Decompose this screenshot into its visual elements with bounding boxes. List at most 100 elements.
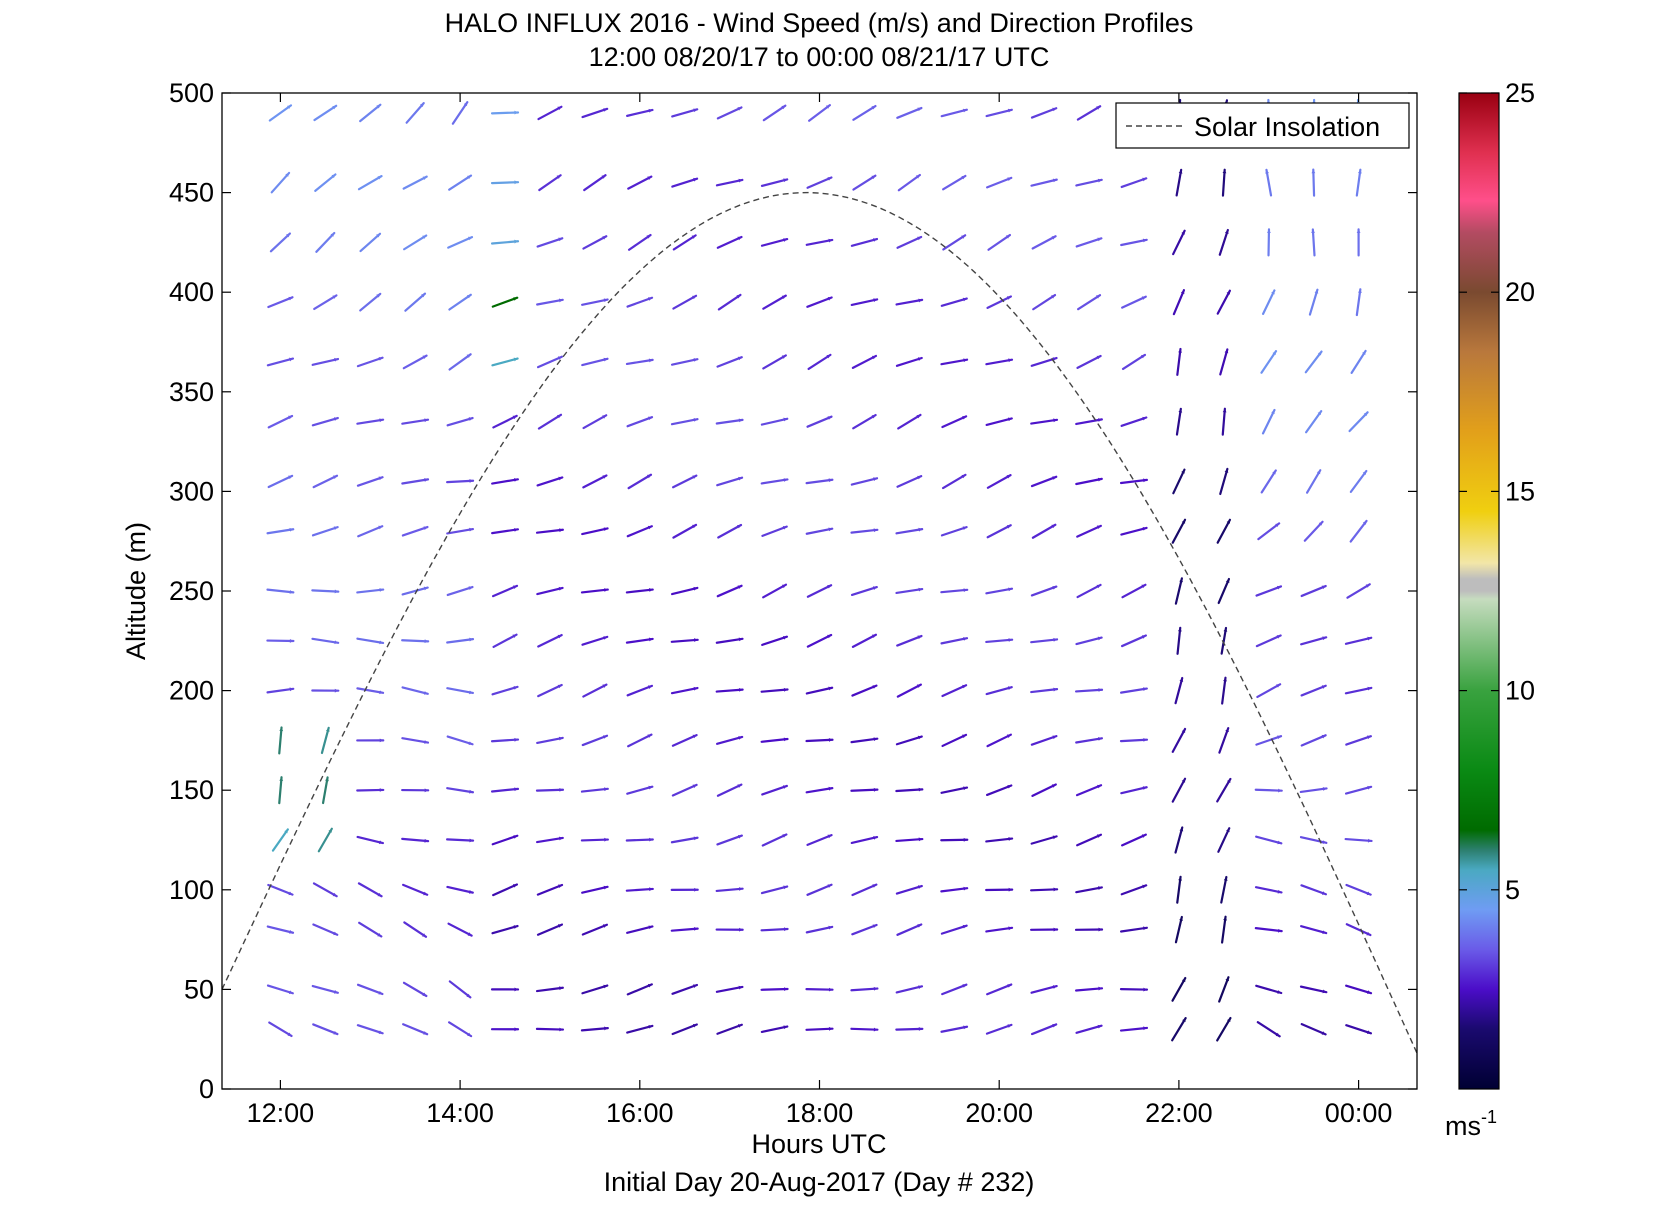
wind-vector bbox=[490, 987, 520, 992]
wind-vector bbox=[627, 473, 653, 490]
wind-vector bbox=[312, 1023, 339, 1036]
wind-vector bbox=[581, 527, 609, 536]
wind-vector bbox=[1176, 347, 1182, 376]
wind-vector bbox=[1300, 1023, 1327, 1036]
wind-vector bbox=[537, 413, 563, 430]
wind-vector bbox=[492, 633, 518, 649]
x-tick-label: 14:00 bbox=[426, 1098, 494, 1128]
wind-vector bbox=[446, 416, 474, 427]
plot-area: 12:00 14:00 16:00 18:00 20:00 22:00 00:00 0 50 1… bbox=[169, 78, 1418, 1128]
wind-vector bbox=[1075, 418, 1103, 426]
wind-vector bbox=[1120, 416, 1148, 427]
wind-vector bbox=[1300, 925, 1328, 935]
wind-vector bbox=[580, 787, 609, 793]
wind-vector bbox=[491, 584, 519, 598]
wind-vector bbox=[670, 638, 699, 643]
wind-vector bbox=[1344, 636, 1373, 645]
wind-vector bbox=[401, 478, 430, 485]
wind-vector bbox=[850, 787, 879, 792]
wind-vector bbox=[1120, 634, 1147, 648]
wind-vector bbox=[266, 639, 295, 643]
wind-vector bbox=[761, 833, 788, 847]
colorbar-tick-label: 5 bbox=[1505, 875, 1520, 905]
wind-vector bbox=[1254, 927, 1283, 933]
wind-vector bbox=[806, 296, 833, 308]
wind-vector bbox=[1172, 229, 1186, 256]
wind-vector bbox=[491, 357, 519, 367]
wind-vector bbox=[625, 637, 654, 644]
wind-vector bbox=[1345, 1024, 1373, 1035]
wind-vector bbox=[268, 1021, 293, 1038]
wind-vector bbox=[716, 783, 743, 797]
wind-vector bbox=[536, 836, 564, 844]
wind-vector bbox=[580, 1026, 609, 1032]
wind-vector bbox=[895, 735, 923, 746]
wind-vector bbox=[942, 234, 967, 251]
wind-vector bbox=[626, 785, 654, 795]
wind-vector bbox=[1171, 518, 1187, 544]
wind-vector bbox=[940, 786, 969, 794]
wind-vector bbox=[1220, 875, 1228, 904]
wind-vector bbox=[356, 788, 385, 792]
wind-vector bbox=[760, 737, 789, 743]
wind-vector bbox=[311, 589, 340, 594]
wind-vector bbox=[356, 356, 384, 368]
wind-vector bbox=[851, 923, 878, 936]
wind-vector bbox=[491, 924, 519, 935]
wind-vector bbox=[356, 637, 385, 645]
wind-vector bbox=[1174, 915, 1183, 944]
wind-vector bbox=[278, 726, 284, 755]
wind-vector bbox=[314, 173, 337, 192]
colorbar-tick-label: 10 bbox=[1505, 676, 1535, 706]
wind-vector bbox=[1175, 168, 1183, 197]
wind-vector bbox=[805, 238, 834, 246]
wind-vector bbox=[716, 834, 743, 846]
wind-vector bbox=[762, 583, 788, 599]
wind-vector bbox=[1217, 577, 1231, 605]
wind-vector bbox=[536, 736, 564, 745]
wind-vector bbox=[581, 635, 609, 646]
y-axis-label: Altitude (m) bbox=[121, 522, 151, 660]
wind-vector bbox=[850, 528, 879, 534]
wind-vector bbox=[896, 683, 922, 698]
wind-vector bbox=[941, 473, 967, 490]
wind-vector bbox=[490, 737, 520, 743]
wind-vector bbox=[1305, 469, 1322, 494]
wind-vector bbox=[311, 688, 340, 693]
wind-vector bbox=[760, 237, 789, 247]
wind-vector bbox=[805, 925, 834, 934]
wind-vector bbox=[716, 356, 743, 368]
wind-vector bbox=[1120, 687, 1148, 694]
wind-vector bbox=[941, 415, 968, 429]
colorbar-unit: ms-1 bbox=[1445, 1107, 1497, 1141]
wind-vector bbox=[267, 414, 294, 429]
wind-vector bbox=[716, 476, 744, 487]
wind-vector bbox=[1255, 585, 1283, 597]
wind-vector bbox=[1176, 875, 1182, 904]
colorbar-ticks: 5 10 15 20 25 bbox=[1459, 78, 1535, 905]
wind-vector bbox=[356, 476, 384, 487]
wind-vector bbox=[715, 637, 744, 644]
wind-vector bbox=[806, 883, 833, 896]
wind-vector bbox=[357, 882, 383, 898]
x-tick-label: 16:00 bbox=[606, 1098, 674, 1128]
wind-vector bbox=[404, 292, 427, 312]
wind-vector bbox=[671, 177, 699, 188]
wind-vector bbox=[986, 983, 1013, 996]
wind-vector bbox=[850, 835, 879, 845]
wind-vector bbox=[490, 180, 520, 185]
wind-vector bbox=[1076, 524, 1102, 538]
wind-vector bbox=[356, 588, 385, 594]
wind-vector bbox=[581, 885, 609, 894]
y-tick-label: 0 bbox=[199, 1074, 214, 1104]
wind-vector bbox=[1300, 684, 1327, 697]
wind-vector bbox=[1031, 783, 1057, 797]
wind-vector bbox=[359, 292, 382, 312]
colorbar-frame bbox=[1458, 92, 1500, 1090]
wind-vector bbox=[311, 637, 340, 645]
wind-vector bbox=[985, 1023, 1013, 1035]
wind-vector bbox=[581, 734, 609, 747]
wind-vector bbox=[268, 104, 293, 122]
wind-vector bbox=[447, 236, 474, 249]
wind-vector bbox=[448, 293, 472, 311]
